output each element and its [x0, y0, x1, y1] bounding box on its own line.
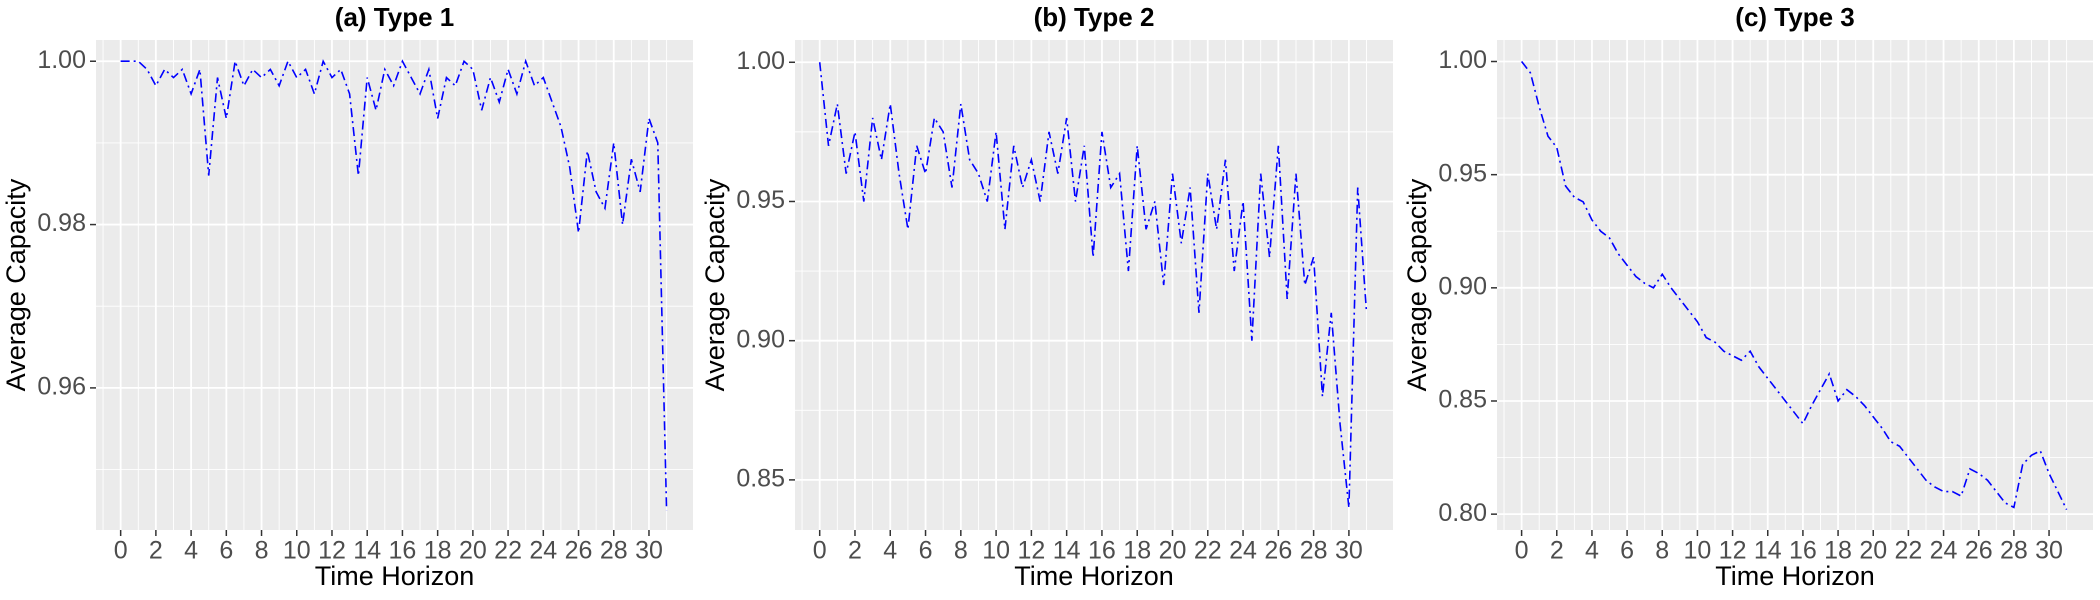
- x-tick-label: 30: [635, 537, 663, 565]
- x-axis-title: Time Horizon: [315, 561, 475, 591]
- y-tick-label: 1.00: [736, 47, 785, 75]
- x-tick-label: 12: [1017, 537, 1045, 565]
- x-tick-label: 28: [600, 537, 628, 565]
- x-tick-label: 16: [1088, 537, 1116, 565]
- y-tick-label: 0.90: [736, 325, 785, 353]
- x-tick-label: 18: [424, 537, 452, 565]
- x-tick-label: 20: [459, 537, 487, 565]
- x-tick-label: 30: [2035, 537, 2063, 565]
- x-tick-label: 0: [813, 537, 827, 565]
- x-tick-label: 4: [1585, 537, 1599, 565]
- x-tick-label: 18: [1824, 537, 1852, 565]
- x-tick-label: 22: [1194, 537, 1222, 565]
- y-tick-label: 0.98: [37, 209, 86, 237]
- x-tick-label: 8: [954, 537, 968, 565]
- x-tick-label: 8: [1655, 537, 1669, 565]
- x-tick-label: 24: [1930, 537, 1958, 565]
- panel-background: [1497, 40, 2093, 530]
- x-tick-label: 10: [283, 537, 311, 565]
- x-tick-label: 0: [114, 537, 128, 565]
- x-tick-label: 4: [184, 537, 198, 565]
- x-tick-label: 26: [1965, 537, 1993, 565]
- x-tick-label: 6: [1620, 537, 1634, 565]
- x-tick-label: 14: [1754, 537, 1782, 565]
- x-tick-label: 12: [1719, 537, 1747, 565]
- x-axis-title: Time Horizon: [1014, 561, 1174, 591]
- x-tick-label: 28: [2000, 537, 2028, 565]
- y-tick-label: 1.00: [1438, 46, 1487, 74]
- data-line: [1520, 61, 2068, 510]
- x-tick-label: 28: [1300, 537, 1328, 565]
- y-tick-label: 0.85: [1438, 386, 1487, 414]
- data-line: [120, 58, 668, 511]
- chart-title: (c) Type 3: [1735, 2, 1854, 32]
- y-tick-label: 0.80: [1438, 499, 1487, 527]
- x-tick-label: 26: [1264, 537, 1292, 565]
- x-tick-label: 24: [529, 537, 557, 565]
- x-tick-label: 6: [919, 537, 933, 565]
- y-axis-title: Average Capacity: [700, 178, 730, 391]
- x-tick-label: 6: [219, 537, 233, 565]
- x-tick-label: 30: [1335, 537, 1363, 565]
- x-axis-title: Time Horizon: [1715, 561, 1875, 591]
- y-axis-title: Average Capacity: [1402, 178, 1432, 391]
- x-tick-label: 2: [848, 537, 862, 565]
- y-axis-title: Average Capacity: [1, 178, 31, 391]
- x-tick-label: 12: [318, 537, 346, 565]
- y-tick-label: 0.95: [1438, 159, 1487, 187]
- y-tick-label: 1.00: [37, 46, 86, 74]
- x-tick-label: 0: [1515, 537, 1529, 565]
- y-tick-label: 0.90: [1438, 272, 1487, 300]
- data-line: [818, 62, 1368, 508]
- x-tick-label: 10: [1684, 537, 1712, 565]
- x-tick-label: 20: [1159, 537, 1187, 565]
- y-tick-label: 0.96: [37, 373, 86, 401]
- x-tick-label: 2: [1550, 537, 1564, 565]
- chart-title: (b) Type 2: [1034, 2, 1155, 32]
- x-tick-label: 18: [1123, 537, 1151, 565]
- x-tick-label: 10: [982, 537, 1010, 565]
- x-tick-label: 8: [255, 537, 269, 565]
- x-tick-label: 20: [1859, 537, 1887, 565]
- y-tick-label: 0.95: [736, 186, 785, 214]
- panel-background: [795, 40, 1393, 530]
- x-tick-label: 16: [1789, 537, 1817, 565]
- x-tick-label: 14: [353, 537, 381, 565]
- x-tick-label: 26: [565, 537, 593, 565]
- x-tick-label: 24: [1229, 537, 1257, 565]
- x-tick-label: 16: [389, 537, 417, 565]
- chart-title: (a) Type 1: [335, 2, 454, 32]
- panel-background: [96, 40, 693, 530]
- y-tick-label: 0.85: [736, 464, 785, 492]
- x-tick-label: 2: [149, 537, 163, 565]
- x-tick-label: 4: [883, 537, 897, 565]
- x-tick-label: 22: [494, 537, 522, 565]
- x-tick-label: 14: [1053, 537, 1081, 565]
- x-tick-label: 22: [1894, 537, 1922, 565]
